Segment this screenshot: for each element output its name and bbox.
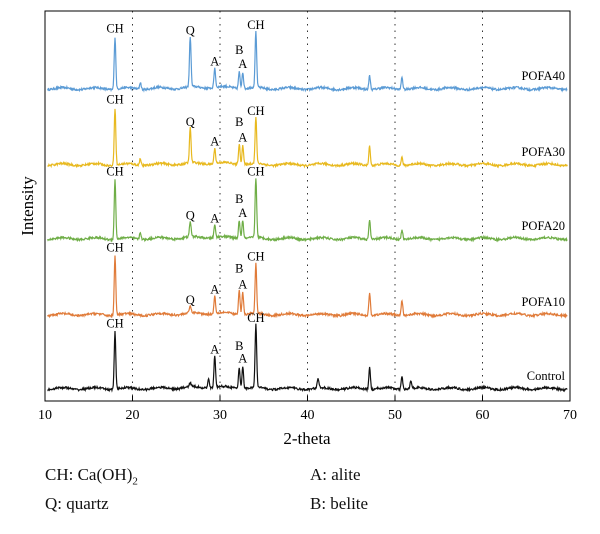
peak-label: A [238,278,247,292]
peak-label: A [238,206,247,220]
series-label-pofa40: POFA40 [521,69,565,83]
peak-label: CH [247,311,264,325]
peak-label: A [238,352,247,366]
peak-label: CH [106,22,123,36]
legend-a: A: alite [310,465,361,484]
x-tick-label: 60 [476,408,490,423]
peak-label: Q [186,293,195,307]
peak-label: CH [106,317,123,331]
x-tick-label: 20 [126,408,140,423]
trace-pofa20 [47,178,568,243]
peak-label: Q [186,115,195,129]
grid-lines [132,11,483,401]
x-tick-label: 70 [563,408,577,423]
trace-control [47,323,568,393]
peak-label: B [235,262,243,276]
peak-label: CH [247,104,264,118]
peak-label: CH [247,18,264,32]
trace-pofa30 [47,108,568,169]
peak-label: CH [247,165,264,179]
series-label-pofa30: POFA30 [521,145,565,159]
peak-label: A [238,57,247,71]
peak-label: A [238,130,247,144]
legend-q: Q: quartz [45,494,109,513]
series-label-pofa10: POFA10 [521,295,565,309]
peak-label: Q [186,209,195,223]
peak-label: A [210,283,219,297]
y-axis-title: Intensity [18,176,37,236]
peak-label: A [210,54,219,68]
xrd-traces [47,31,568,393]
legend-ch-subscript: 2 [132,475,138,488]
peak-label: Q [186,24,195,38]
legend-b: B: belite [310,494,369,513]
peak-label: B [235,43,243,57]
peak-label: A [210,211,219,225]
legend-ch: CH: Ca(OH)2 [45,465,138,487]
peak-label: A [210,135,219,149]
x-tick-label: 40 [301,408,315,423]
peak-label: A [210,343,219,357]
peak-label: B [235,115,243,129]
series-label-pofa20: POFA20 [521,219,565,233]
series-label-control: Control [527,369,566,383]
peak-label: CH [106,93,123,107]
peak-label: CH [106,241,123,255]
x-tick-label: 30 [213,408,227,423]
peak-label: CH [106,165,123,179]
x-axis-title: 2-theta [283,429,331,448]
x-tick-label: 10 [38,408,52,423]
x-axis-ticks: 10 20 30 40 50 60 70 [38,396,577,423]
x-tick-label: 50 [388,408,402,423]
peak-label: B [235,339,243,353]
peak-label: CH [247,250,264,264]
trace-pofa40 [47,31,568,93]
trace-pofa10 [47,255,568,319]
legend-ch-text: CH: Ca(OH) [45,465,133,484]
peak-label: B [235,192,243,206]
